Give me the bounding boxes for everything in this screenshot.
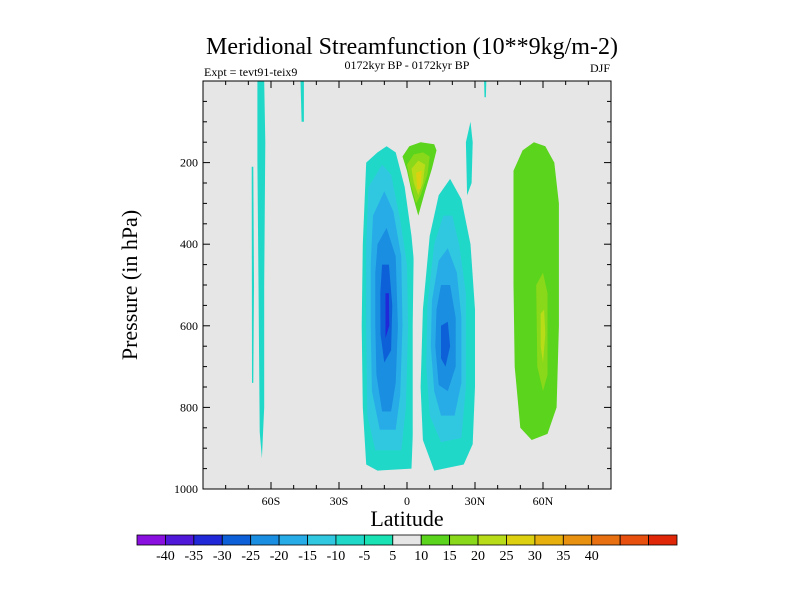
colorbar-label: 35 [556,549,570,564]
x-tick-label: 30S [330,494,349,508]
colorbar-swatch [562,534,593,546]
colorbar-label: -35 [185,549,204,564]
colorbar-label: -25 [241,549,260,564]
colorbar-swatch [278,534,308,546]
colorbar-label: -15 [298,549,317,564]
colorbar-swatch [250,534,280,546]
x-tick-label: 60S [262,494,281,508]
colorbar-label: 10 [414,549,428,564]
colorbar-label: 15 [443,549,457,564]
band-highlat-top-pos [561,81,564,98]
colorbar-swatch [534,534,564,546]
axis-ticks: 60S 30S 0 30N 60N 200 400 600 800 1000 [174,80,612,508]
colorbar-swatch [307,534,337,546]
colorbar-swatch [648,534,678,546]
y-tick-label: 200 [180,156,198,170]
colorbar-label: 40 [585,549,599,564]
colorbar-swatch [420,534,451,546]
x-tick-label: 60N [533,494,554,508]
band-s-midlat-neg [300,81,304,122]
colorbar-label: -20 [270,549,289,564]
y-axis-label: Pressure (in hPa) [117,210,142,360]
colorbar: -40 -35 -30 -25 -20 -15 -10 -5 5 10 15 20 25 30 35 40 [136,534,678,564]
colorbar-label: -10 [327,549,346,564]
colorbar-swatch [335,534,365,546]
band-trop-streak-pos [473,81,479,245]
band-s-highlat-pos-a [278,236,285,432]
band-southern-cell [385,293,390,338]
colorbar-swatch [619,534,649,546]
y-tick-label: 1000 [174,482,198,496]
colorbar-label: 25 [499,549,513,564]
colorbar-swatch [136,534,166,546]
colorbar-swatch [165,534,195,546]
colorbar-label: -40 [156,549,175,564]
colorbar-swatch [392,534,422,546]
band-s-highlat-pos-b [246,366,248,404]
colorbar-label: 20 [471,549,485,564]
band-s-highlat-neg-thin [251,166,254,383]
colorbar-swatch [221,534,252,546]
colorbar-label: 5 [389,549,396,564]
x-tick-label: 30N [465,494,486,508]
y-tick-label: 400 [180,237,198,251]
band-northern-pos [540,309,546,363]
y-tick-label: 800 [180,400,198,414]
subtitle-experiment: Expt = tevt91-teix9 [204,65,297,79]
colorbar-label: 30 [528,549,542,564]
contour-field [246,81,577,473]
x-axis-label: Latitude [370,506,443,531]
band-northern-pos [513,142,559,440]
x-tick-label: 0 [404,494,410,508]
colorbar-swatch [193,534,223,546]
y-tick-label: 600 [180,319,198,333]
colorbar-swatch [591,534,621,546]
colorbar-label: -30 [213,549,232,564]
band-trop-streak-neg [465,121,473,196]
colorbar-label: -5 [359,549,371,564]
subtitle-period: 0172kyr BP - 0172kyr BP [345,58,470,72]
band-tropical-pos [397,123,460,473]
band-trop-top-pos [488,81,492,102]
subtitle-season: DJF [590,61,610,75]
band-tropical-pos [416,170,422,190]
chart-title: Meridional Streamfunction (10**9kg/m-2) [206,34,618,60]
colorbar-swatch [477,534,507,546]
colorbar-swatch [449,534,479,546]
colorbar-swatch [363,534,394,546]
band-trop-top-neg [484,81,487,98]
band-s-highlat-neg [257,81,266,459]
band-equatorial-cell [441,321,451,367]
colorbar-swatch [506,534,536,546]
